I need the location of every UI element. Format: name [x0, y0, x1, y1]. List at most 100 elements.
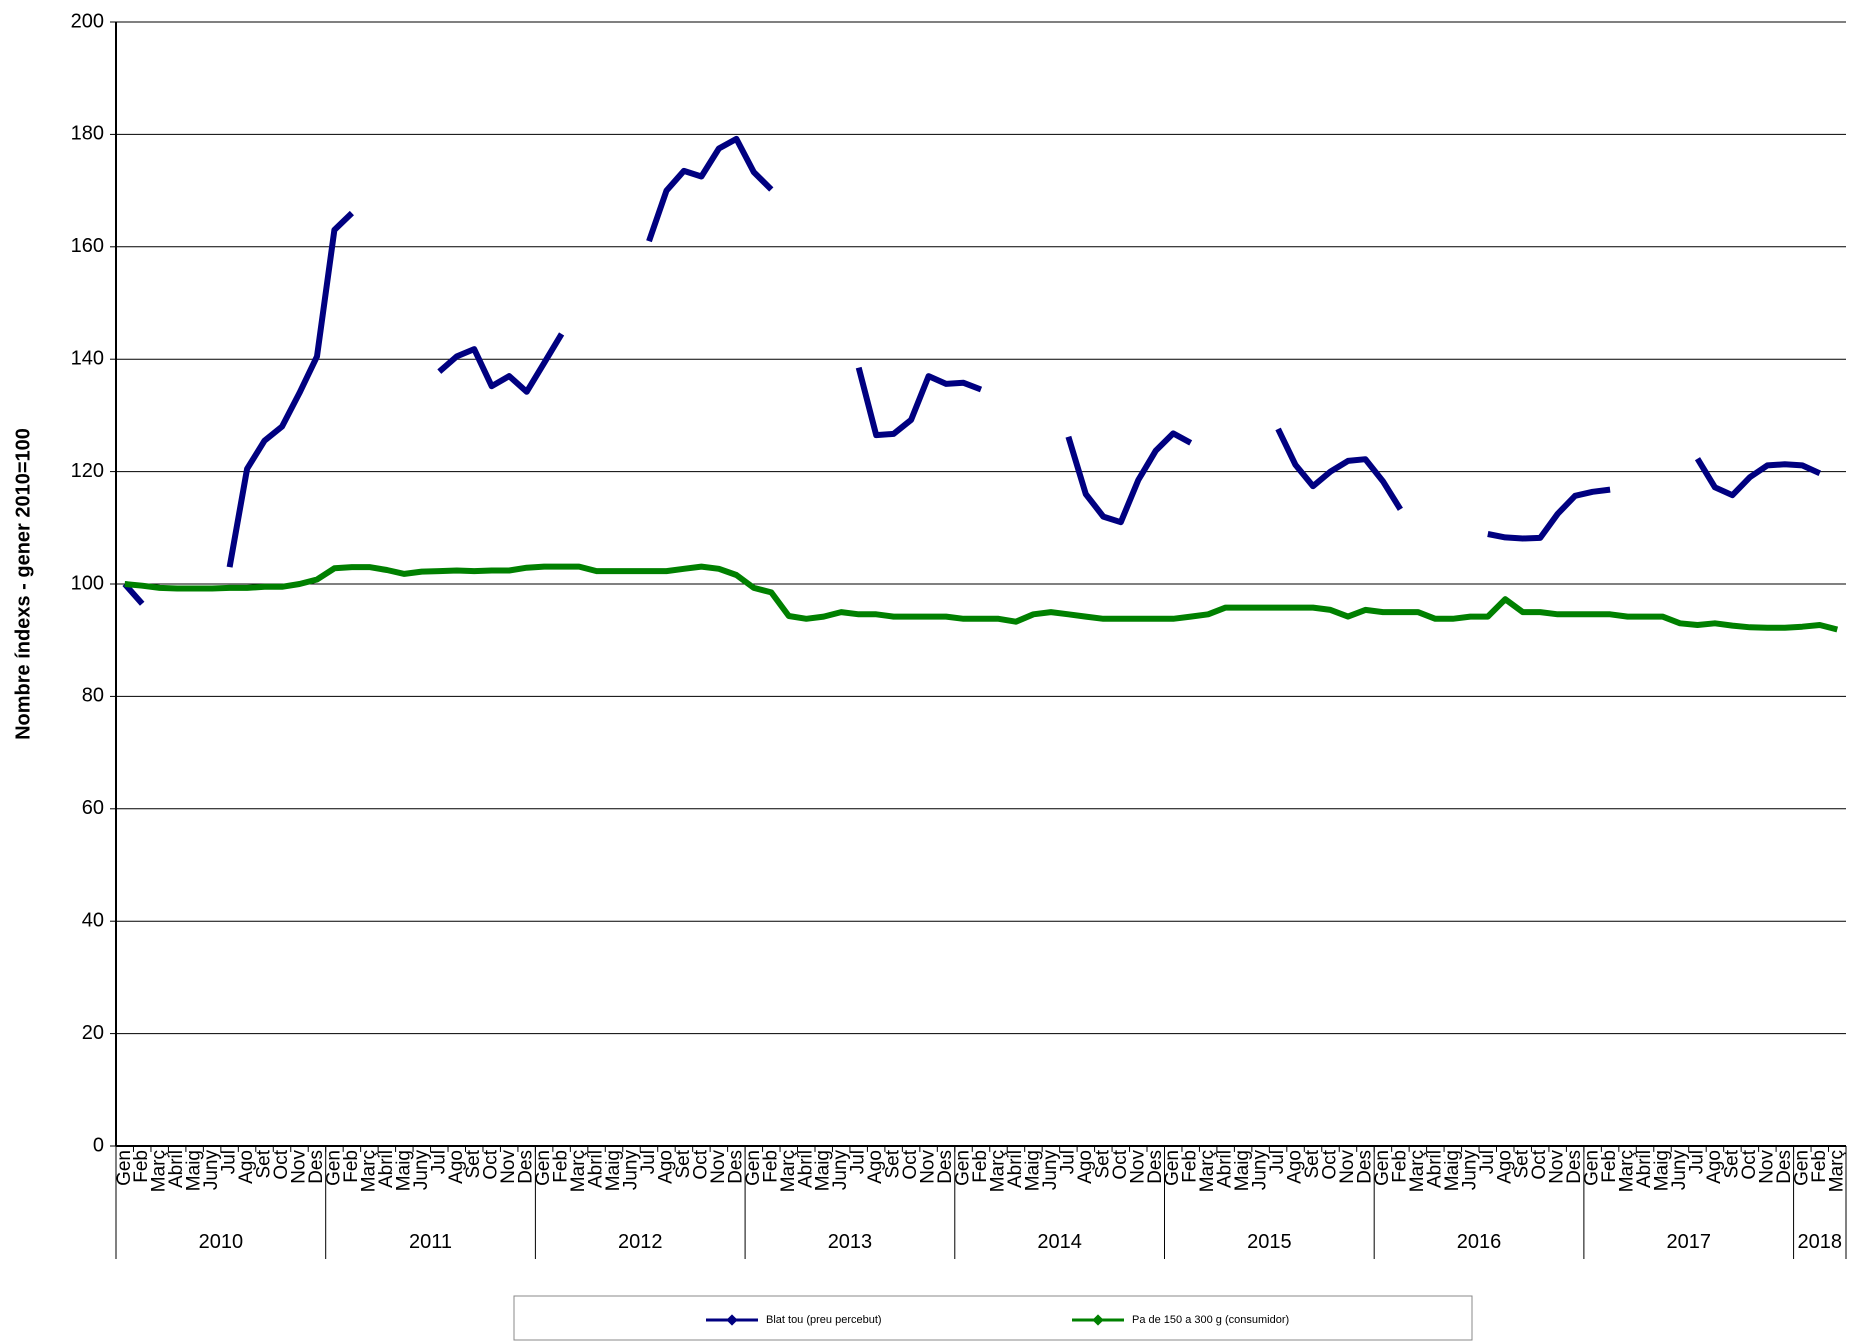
- x-tick-label: Març: [1617, 1150, 1638, 1192]
- x-tick-label: Març: [1197, 1150, 1218, 1192]
- year-label: 2017: [1666, 1231, 1711, 1253]
- legend-label: Pa de 150 a 300 g (consumidor): [1132, 1314, 1289, 1326]
- y-tick-label: 40: [82, 909, 104, 931]
- x-tick-label: Set: [1302, 1149, 1323, 1178]
- x-tick-label: Set: [1721, 1149, 1742, 1178]
- x-tick-label: Des: [516, 1150, 537, 1184]
- y-tick-label: 20: [82, 1022, 104, 1044]
- x-tick-label: Des: [935, 1150, 956, 1184]
- x-tick-label: Oct: [1529, 1149, 1550, 1179]
- y-tick-label: 60: [82, 797, 104, 819]
- year-label: 2015: [1247, 1231, 1292, 1253]
- x-tick-label: Nov: [708, 1150, 729, 1184]
- x-tick-label: Gen: [1162, 1150, 1183, 1186]
- x-tick-label: Feb: [760, 1150, 781, 1183]
- x-tick-label: Feb: [970, 1150, 991, 1183]
- x-tick-label: Ago: [865, 1150, 886, 1184]
- x-tick-label: Des: [1145, 1150, 1166, 1184]
- x-tick-label: Gen: [323, 1150, 344, 1186]
- x-tick-label: Maig: [1652, 1150, 1673, 1191]
- x-tick-label: Des: [306, 1150, 327, 1184]
- x-tick-label: Març: [987, 1150, 1008, 1192]
- x-tick-label: Oct: [271, 1149, 292, 1179]
- y-tick-label: 100: [71, 572, 104, 594]
- x-tick-label: Gen: [1582, 1150, 1603, 1186]
- x-tick-label: Des: [725, 1150, 746, 1184]
- year-label: 2018: [1798, 1231, 1843, 1253]
- x-tick-label: Abril: [1424, 1150, 1445, 1188]
- x-tick-label: Set: [673, 1149, 694, 1178]
- x-tick-label: Ago: [1494, 1150, 1515, 1184]
- x-tick-label: Nov: [498, 1150, 519, 1184]
- x-tick-label: Juny: [201, 1150, 222, 1191]
- x-tick-label: Feb: [1389, 1150, 1410, 1183]
- x-tick-label: Feb: [131, 1150, 152, 1183]
- x-tick-label: Jul: [1057, 1150, 1078, 1174]
- series-line: [124, 563, 1839, 633]
- x-tick-label: Juny: [621, 1150, 642, 1191]
- y-tick-label: 140: [71, 347, 104, 369]
- y-axis-title: Nombre índexs - gener 2010=100: [12, 428, 34, 740]
- legend-box: [513, 1295, 1473, 1341]
- x-tick-label: Jul: [428, 1150, 449, 1174]
- x-tick-label: Abril: [166, 1150, 187, 1188]
- x-tick-label: Nov: [1337, 1150, 1358, 1184]
- x-tick-label: Feb: [1809, 1150, 1830, 1183]
- year-label: 2012: [618, 1231, 663, 1253]
- x-tick-label: Jul: [1477, 1150, 1498, 1174]
- x-tick-label: Març: [1826, 1150, 1847, 1192]
- x-tick-label: Ago: [1285, 1150, 1306, 1184]
- y-tick-label: 0: [93, 1134, 104, 1156]
- x-tick-label: Set: [254, 1149, 275, 1178]
- x-tick-label: Maig: [603, 1150, 624, 1191]
- x-tick-label: Abril: [1215, 1150, 1236, 1188]
- x-tick-label: Oct: [1110, 1149, 1131, 1179]
- x-tick-label: Juny: [830, 1150, 851, 1191]
- x-tick-label: Feb: [341, 1150, 362, 1183]
- x-tick-label: Maig: [1442, 1150, 1463, 1191]
- x-tick-label: Jul: [848, 1150, 869, 1174]
- x-tick-label: Nov: [918, 1150, 939, 1184]
- x-tick-label: Oct: [690, 1149, 711, 1179]
- x-tick-label: Març: [358, 1150, 379, 1192]
- x-tick-label: Gen: [533, 1150, 554, 1186]
- x-tick-label: Juny: [1250, 1150, 1271, 1191]
- x-tick-label: Març: [149, 1150, 170, 1192]
- x-tick-label: Ago: [1704, 1150, 1725, 1184]
- x-tick-label: Maig: [813, 1150, 834, 1191]
- x-tick-label: Gen: [1372, 1150, 1393, 1186]
- x-tick-label: Oct: [481, 1149, 502, 1179]
- x-tick-label: Ago: [1075, 1150, 1096, 1184]
- series-line: [122, 135, 1822, 606]
- x-tick-label: Abril: [1634, 1150, 1655, 1188]
- x-tick-label: Juny: [1459, 1150, 1480, 1191]
- y-tick-label: 180: [71, 123, 104, 145]
- x-tick-label: Des: [1774, 1150, 1795, 1184]
- legend-label: Blat tou (preu percebut): [766, 1314, 882, 1326]
- x-tick-label: Oct: [1320, 1149, 1341, 1179]
- year-label: 2010: [199, 1231, 244, 1253]
- x-tick-label: Gen: [114, 1150, 135, 1186]
- x-tick-label: Juny: [1669, 1150, 1690, 1191]
- x-tick-label: Gen: [1791, 1150, 1812, 1186]
- x-tick-label: Jul: [1267, 1150, 1288, 1174]
- x-tick-label: Ago: [236, 1150, 257, 1184]
- x-tick-label: Maig: [393, 1150, 414, 1191]
- x-tick-label: Set: [1512, 1149, 1533, 1178]
- x-tick-label: Nov: [1756, 1150, 1777, 1184]
- x-tick-label: Nov: [289, 1150, 310, 1184]
- x-tick-label: Oct: [1739, 1149, 1760, 1179]
- y-tick-label: 200: [71, 10, 104, 32]
- x-tick-label: Abril: [586, 1150, 607, 1188]
- x-tick-label: Ago: [446, 1150, 467, 1184]
- x-tick-label: Maig: [1232, 1150, 1253, 1191]
- x-tick-label: Maig: [1022, 1150, 1043, 1191]
- x-tick-label: Maig: [184, 1150, 205, 1191]
- x-tick-label: Gen: [743, 1150, 764, 1186]
- year-label: 2016: [1457, 1231, 1502, 1253]
- x-tick-label: Des: [1354, 1150, 1375, 1184]
- y-tick-label: 120: [71, 460, 104, 482]
- x-tick-label: Juny: [1040, 1150, 1061, 1191]
- x-tick-label: Abril: [1005, 1150, 1026, 1188]
